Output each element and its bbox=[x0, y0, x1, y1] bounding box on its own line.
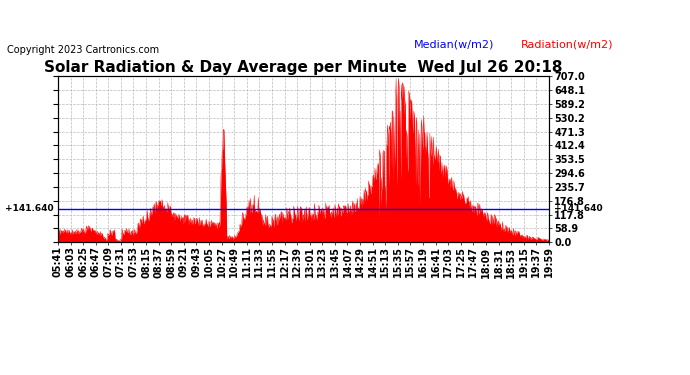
Text: Median(w/m2): Median(w/m2) bbox=[414, 39, 494, 50]
Text: Radiation(w/m2): Radiation(w/m2) bbox=[521, 39, 613, 50]
Title: Solar Radiation & Day Average per Minute  Wed Jul 26 20:18: Solar Radiation & Day Average per Minute… bbox=[44, 60, 562, 75]
Text: +141.640: +141.640 bbox=[5, 204, 54, 213]
Text: Copyright 2023 Cartronics.com: Copyright 2023 Cartronics.com bbox=[7, 45, 159, 55]
Text: +141.640: +141.640 bbox=[555, 204, 603, 213]
